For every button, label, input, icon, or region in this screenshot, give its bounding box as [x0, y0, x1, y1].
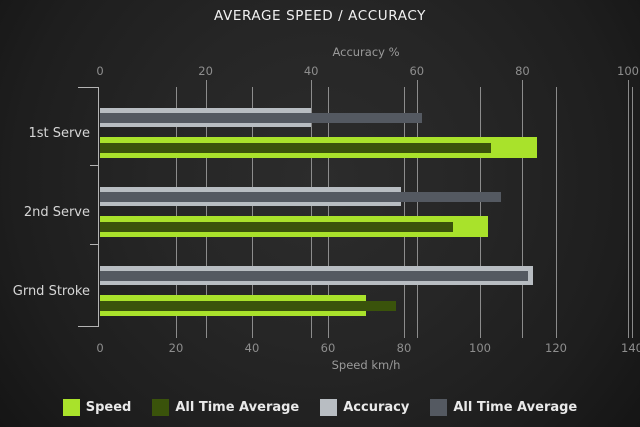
gridline-speed [404, 87, 405, 338]
gridline-accuracy [311, 80, 313, 338]
speed-tick-label: 80 [396, 341, 412, 355]
accuracy-tick-label: 0 [96, 64, 104, 78]
legend-item[interactable]: All Time Average [152, 399, 299, 416]
category-label: Grnd Stroke [12, 284, 90, 299]
legend-label: Speed [85, 400, 132, 415]
legend-swatch-icon [62, 399, 80, 416]
speed-tick-label: 20 [168, 341, 184, 355]
bar-speed-alltime [100, 222, 454, 232]
speed-tick-label: 140 [621, 341, 640, 355]
legend-swatch-icon [430, 399, 448, 416]
speed-tick-label: 0 [96, 341, 104, 355]
gridline-accuracy [522, 80, 524, 338]
y-axis-bottom-cap [78, 326, 98, 327]
accuracy-tick-label: 80 [515, 64, 530, 78]
gridline-speed [252, 87, 253, 338]
gridline-speed [556, 87, 557, 338]
bar-speed-alltime [100, 143, 492, 153]
legend-item[interactable]: Accuracy [320, 399, 409, 416]
legend-item[interactable]: All Time Average [430, 399, 577, 416]
y-axis-group-tick [90, 165, 98, 166]
legend-swatch-icon [152, 399, 170, 416]
y-axis-group-tick [90, 244, 98, 245]
accuracy-tick-label: 40 [303, 64, 319, 78]
category-label: 1st Serve [28, 126, 90, 141]
gridline-speed [480, 87, 481, 338]
accuracy-tick-label: 20 [198, 64, 213, 78]
legend-swatch-icon [320, 399, 338, 416]
gridline-accuracy [628, 80, 629, 338]
gridline-accuracy [416, 80, 418, 338]
bar-speed-alltime [100, 301, 397, 311]
gridline-speed [632, 87, 633, 338]
accuracy-tick-label: 100 [617, 64, 639, 78]
accuracy-axis-title: Accuracy % [332, 45, 400, 59]
speed-tick-label: 120 [545, 341, 567, 355]
bar-accuracy-alltime [100, 113, 423, 123]
accuracy-tick-label: 60 [409, 64, 425, 78]
speed-tick-label: 40 [244, 341, 260, 355]
y-axis-top-cap [78, 87, 98, 88]
legend: Speed All Time Average Accuracy All Time Av… [0, 399, 640, 416]
bar-accuracy-alltime [100, 192, 502, 202]
chart-title: AVERAGE SPEED / ACCURACY [214, 8, 426, 24]
bar-accuracy-alltime [100, 271, 528, 281]
gridline-speed [176, 87, 177, 338]
legend-label: All Time Average [175, 400, 300, 415]
speed-tick-label: 60 [320, 341, 336, 355]
legend-item[interactable]: Speed [62, 399, 132, 416]
legend-label: Accuracy [343, 400, 410, 415]
legend-label: All Time Average [453, 400, 578, 415]
speed-axis-title: Speed km/h [331, 358, 401, 372]
gridline-speed [328, 87, 329, 338]
speed-tick-label: 100 [469, 341, 491, 355]
gridline-accuracy [205, 80, 207, 338]
category-label: 2nd Serve [23, 205, 90, 220]
y-axis-line [98, 87, 99, 327]
